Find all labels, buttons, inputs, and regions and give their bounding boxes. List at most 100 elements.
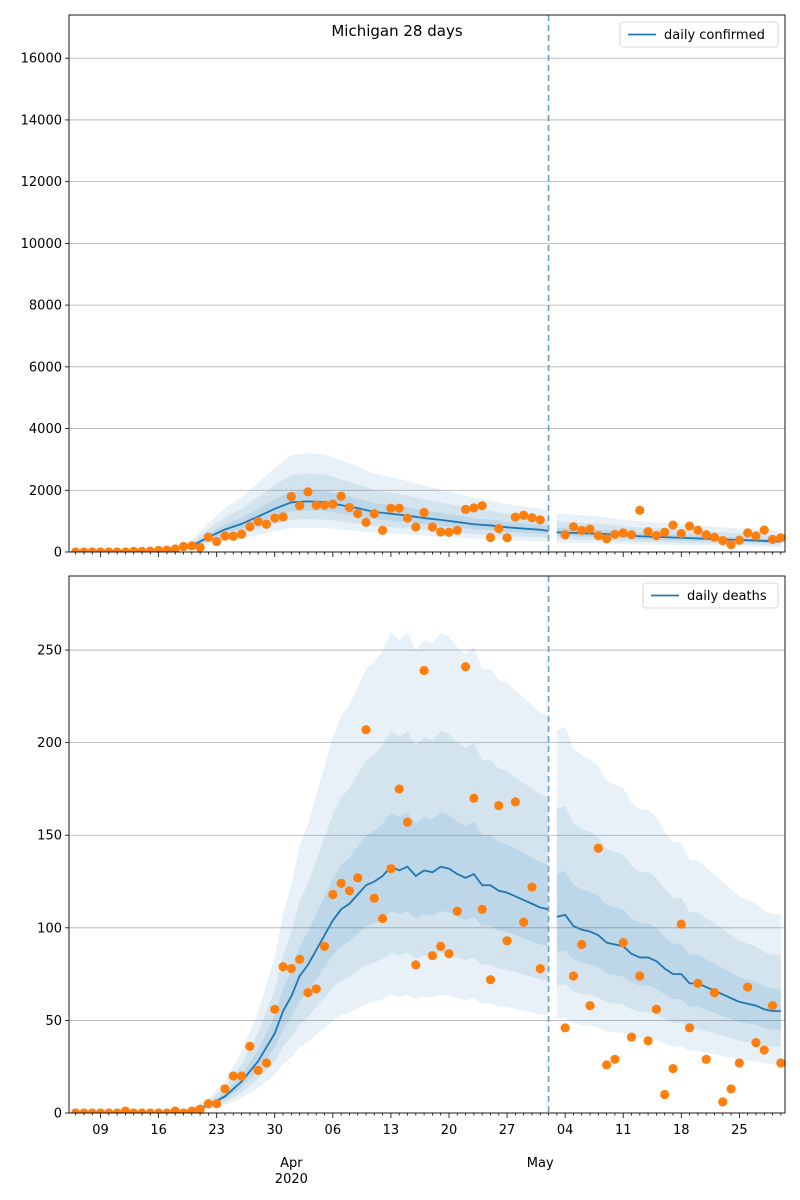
observed-point xyxy=(95,547,106,552)
observed-point xyxy=(378,913,388,924)
observed-point xyxy=(693,978,703,988)
observed-point xyxy=(353,873,363,883)
observed-point xyxy=(510,797,520,807)
observed-point xyxy=(751,1038,761,1048)
observed-point xyxy=(311,500,321,510)
legend: daily confirmed xyxy=(619,21,779,48)
observed-point xyxy=(701,1054,711,1064)
observed-point xyxy=(568,971,579,981)
x-tick-label: 11 xyxy=(615,1123,632,1138)
observed-point xyxy=(344,502,355,513)
observed-point xyxy=(319,941,330,951)
observed-point xyxy=(469,793,479,803)
observed-point xyxy=(684,521,695,531)
observed-point xyxy=(79,1108,89,1113)
x-tick-label: 25 xyxy=(731,1123,748,1138)
observed-point xyxy=(427,522,437,532)
observed-point xyxy=(129,1108,139,1113)
y-tick-label: 150 xyxy=(37,829,62,844)
observed-point xyxy=(104,1108,114,1113)
observed-point xyxy=(344,886,355,896)
uncertainty-band xyxy=(75,812,549,1113)
series-line xyxy=(556,913,781,1013)
observed-point xyxy=(444,527,454,537)
observed-point xyxy=(743,528,753,538)
uncertainty-band xyxy=(75,473,549,552)
observed-point xyxy=(228,531,238,541)
observed-point xyxy=(245,1041,255,1051)
observed-point xyxy=(112,547,122,552)
observed-point xyxy=(369,509,379,519)
observed-point xyxy=(535,963,545,974)
observed-point xyxy=(220,1084,230,1094)
y-tick-label: 10000 xyxy=(21,237,62,252)
y-tick-label: 8000 xyxy=(29,299,62,314)
observed-point xyxy=(734,1058,744,1068)
x-tick-label: 30 xyxy=(266,1123,283,1138)
observed-point xyxy=(145,546,155,552)
observed-point xyxy=(444,949,454,959)
observed-point xyxy=(120,547,131,552)
observed-point xyxy=(577,525,587,535)
observed-point xyxy=(668,520,678,530)
y-tick-label: 12000 xyxy=(21,175,62,190)
observed-point xyxy=(402,513,413,523)
legend: daily deaths xyxy=(642,582,779,609)
observed-point xyxy=(220,531,230,541)
uncertainty-band xyxy=(75,632,549,1113)
uncertainty-band xyxy=(556,805,781,1047)
observed-point xyxy=(452,525,462,535)
uncertainty-band xyxy=(556,871,781,1030)
x-tick-label: 18 xyxy=(673,1123,690,1138)
observed-point xyxy=(378,525,388,535)
y-tick-label: 100 xyxy=(37,921,62,936)
observed-point xyxy=(187,541,197,551)
observed-point xyxy=(95,1108,106,1113)
observed-point xyxy=(477,904,487,914)
observed-point xyxy=(527,513,537,523)
observed-point xyxy=(602,534,612,544)
observed-point xyxy=(394,784,404,794)
observed-point xyxy=(303,487,313,497)
observed-point xyxy=(452,906,462,916)
x-tick-label: 27 xyxy=(499,1123,516,1138)
observed-point xyxy=(162,545,172,552)
observed-point xyxy=(328,499,338,509)
x-tick-label: 20 xyxy=(441,1123,458,1138)
observed-point xyxy=(585,524,595,534)
observed-point xyxy=(87,1108,97,1113)
observed-point xyxy=(469,503,479,513)
observed-point xyxy=(137,1108,147,1113)
observed-point xyxy=(79,547,89,552)
observed-point xyxy=(684,1023,695,1033)
observed-point xyxy=(253,516,263,527)
observed-point xyxy=(394,503,404,513)
observed-point xyxy=(510,512,520,522)
observed-point xyxy=(154,545,164,552)
observed-point xyxy=(170,544,180,552)
observed-point xyxy=(212,536,222,547)
x-tick-label: 04 xyxy=(557,1123,574,1138)
y-tick-label: 16000 xyxy=(21,52,62,67)
observed-point xyxy=(319,500,330,510)
observed-point xyxy=(726,1084,736,1094)
observed-point xyxy=(709,532,720,542)
observed-point xyxy=(278,512,288,522)
observed-point xyxy=(734,535,744,545)
observed-point xyxy=(519,510,529,520)
observed-point xyxy=(236,529,247,539)
observed-point xyxy=(261,1058,272,1068)
observed-point xyxy=(460,662,471,672)
observed-point xyxy=(776,1058,785,1068)
observed-point xyxy=(560,1023,570,1033)
observed-point xyxy=(336,491,346,501)
observed-point xyxy=(643,1036,653,1046)
confirmed-panel: 0 2000 4000 6000 8000 10000 12000 14000 16000 dai… xyxy=(21,14,786,561)
observed-point xyxy=(718,1097,728,1107)
observed-point xyxy=(577,939,587,950)
observed-point xyxy=(336,878,346,888)
observed-point xyxy=(751,531,761,541)
legend-label: daily deaths xyxy=(687,589,767,604)
observed-point xyxy=(618,528,628,538)
observed-point xyxy=(709,988,720,998)
